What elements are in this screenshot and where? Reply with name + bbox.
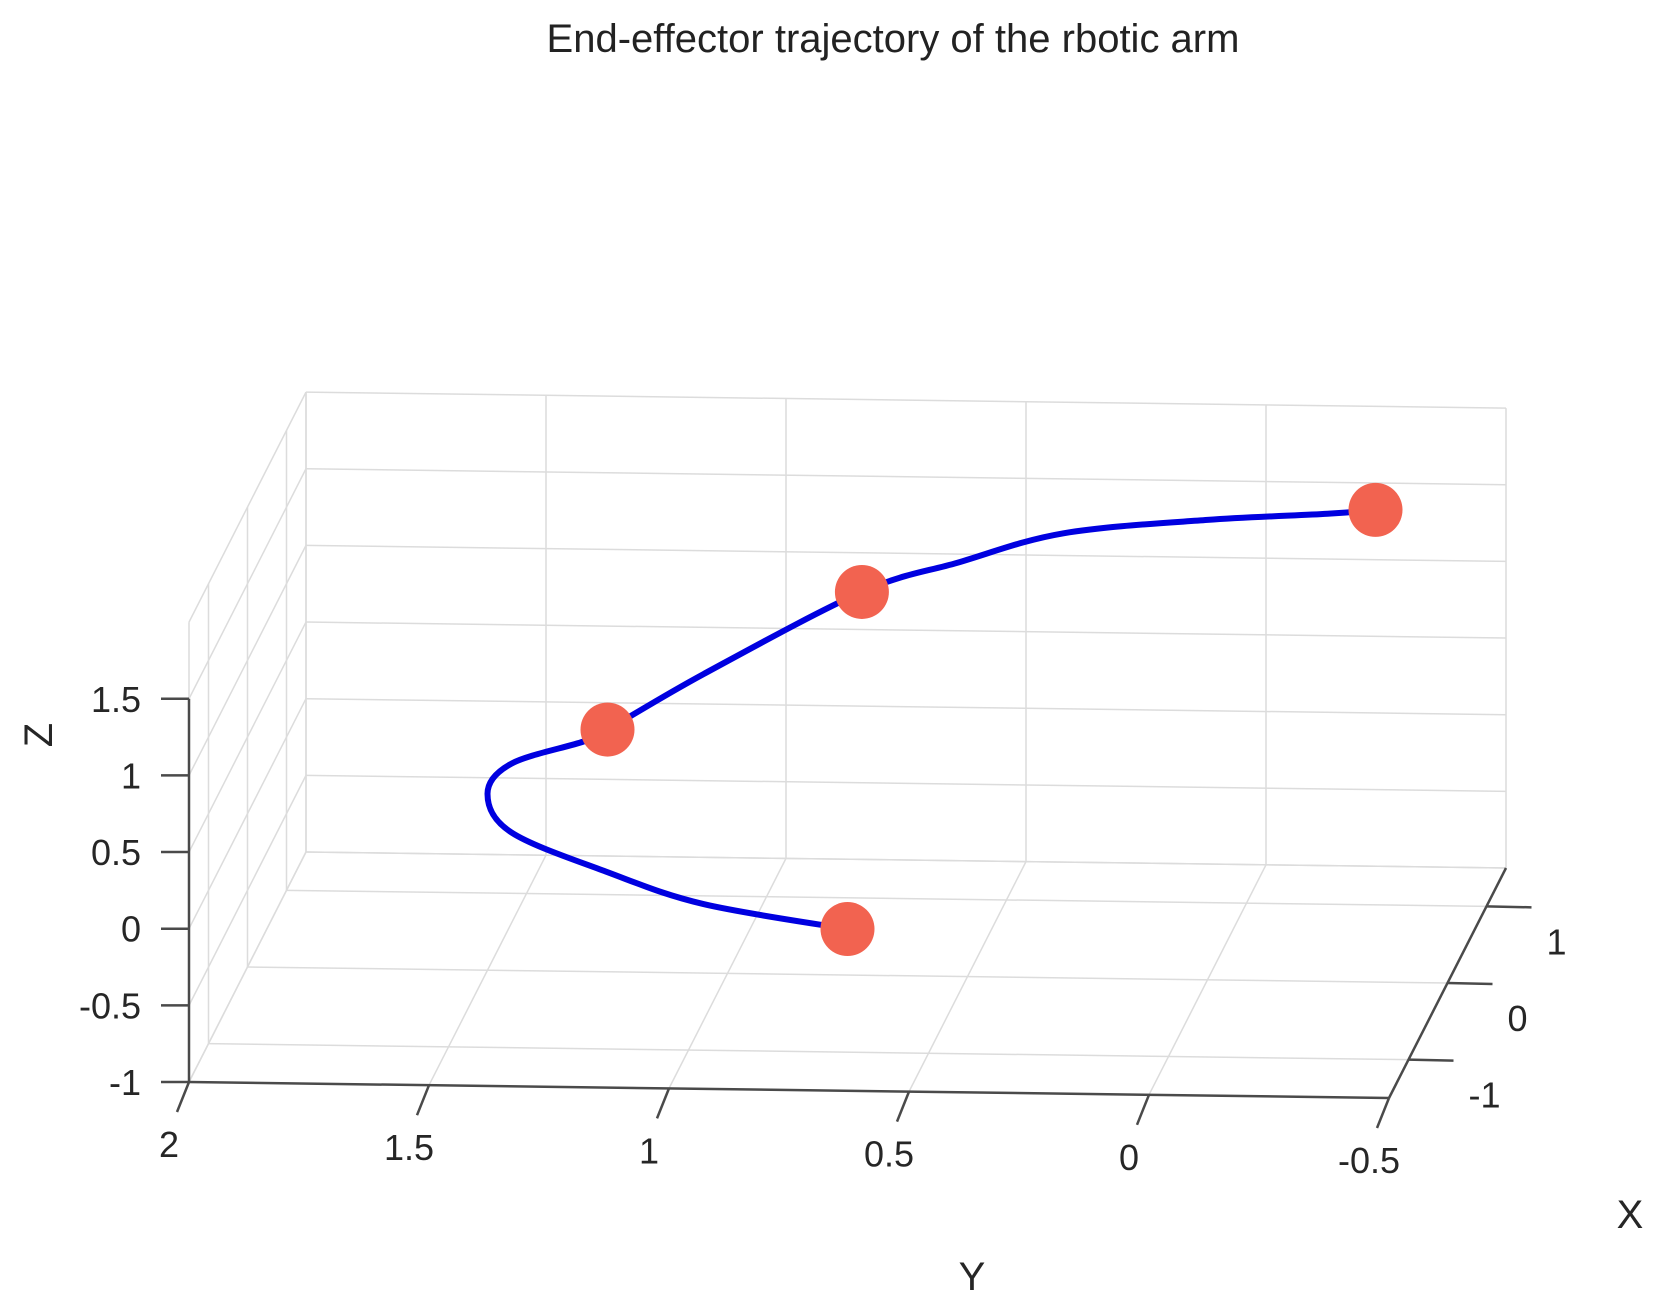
grid-line-back-z [305,468,1507,486]
x-tick [1486,905,1532,909]
grid-line-back-z [305,621,1507,639]
z-tick-label: -0.5 [79,985,141,1026]
series [484,482,1403,957]
z-tick-label: -1 [109,1062,141,1103]
z-tick-label: 0 [121,909,141,950]
y-tick [895,1091,911,1123]
y-tick-label: -0.5 [1338,1140,1400,1181]
y-tick [655,1087,671,1119]
y-axis-line [188,1080,1390,1100]
z-tick-label: 1 [121,755,141,796]
y-tick [175,1081,191,1113]
grid-line-floor-x [247,966,1448,984]
grid [188,391,1507,1099]
chart-title: End-effector trajectory of the rbotic ar… [547,17,1240,61]
y-tick-label: 1 [639,1130,659,1171]
x-tick [1447,981,1493,986]
axes [161,697,1532,1129]
y-tick-label: 0 [1119,1137,1139,1178]
z-axis-label: Z [17,723,61,747]
waypoint-marker [834,564,889,619]
x-tick-label: 1 [1547,921,1567,962]
x-tick [1408,1058,1454,1062]
y-tick-label: 0.5 [864,1134,914,1175]
y-tick [1135,1094,1151,1126]
waypoint-marker [580,702,635,757]
grid-line-floor-x [305,851,1507,869]
y-tick-label: 2 [159,1124,179,1165]
y-tick [415,1084,431,1116]
z-tick-label: 1.5 [91,679,141,720]
x-tick-label: -1 [1469,1075,1501,1116]
grid-line-back-z [305,774,1507,793]
grid-line-floor-x [286,889,1487,908]
y-tick [1375,1097,1391,1129]
z-tick-label: 0.5 [91,832,141,873]
x-axis-label: X [1617,1193,1644,1237]
x-tick-label: 0 [1508,998,1528,1039]
grid-line-back-z [305,697,1507,716]
trajectory-line [484,506,1379,932]
y-tick-label: 1.5 [384,1127,434,1168]
grid-line-back-z [305,544,1507,563]
waypoint-marker [820,902,875,957]
tick-labels: 1.510.50-0.5-12 1.5 1 0.5 0 -0.5-101 [79,679,1567,1181]
grid-line-back-z [305,391,1507,409]
waypoint-marker [1348,482,1403,537]
grid-line-floor-x [208,1042,1409,1061]
y-axis-label: Y [959,1255,986,1299]
